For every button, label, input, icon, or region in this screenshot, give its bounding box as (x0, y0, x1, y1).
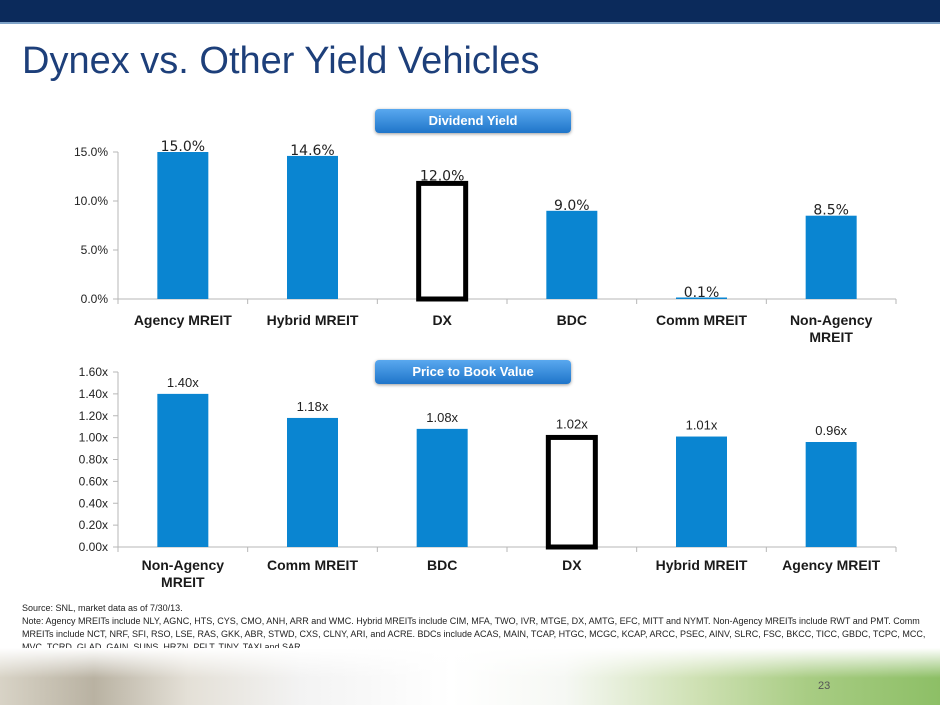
y-tick-label: 1.40x (79, 387, 108, 401)
category-label: Comm MREIT (267, 557, 358, 573)
page-title: Dynex vs. Other Yield Vehicles (22, 40, 540, 82)
data-label: 0.1% (684, 285, 720, 301)
data-label: 1.01x (686, 418, 718, 433)
bar (287, 417, 338, 547)
bar-highlight-dx (545, 434, 598, 550)
bar (546, 210, 598, 299)
y-tick-label: 1.20x (79, 409, 108, 423)
dividend-yield-chart: 0.0% 5.0% 10.0% 15.0% 15.0% Agency MREIT 14.6%… (74, 139, 897, 345)
data-label: 14.6% (290, 143, 334, 159)
category-label: Hybrid MREIT (267, 312, 359, 328)
bar (416, 428, 468, 547)
category-label: BDC (427, 557, 457, 573)
data-label: 1.40x (167, 375, 199, 390)
category-label: DX (432, 312, 452, 328)
bar (805, 215, 857, 299)
price-to-book-chart-title: Price to Book Value (375, 360, 571, 384)
header-rule (0, 22, 940, 24)
bar (287, 155, 338, 299)
y-tick-label: 10.0% (74, 194, 108, 208)
header-band (0, 0, 940, 22)
y-tick-label: 15.0% (74, 145, 108, 159)
y-tick-label: 0.60x (79, 474, 108, 488)
category-label: Comm MREIT (656, 312, 747, 328)
bar (676, 436, 727, 547)
footnote: Source: SNL, market data as of 7/30/13. … (22, 602, 932, 654)
y-tick-label: 1.60x (79, 365, 108, 379)
y-tick-label: 0.20x (79, 518, 108, 532)
data-label: 15.0% (161, 139, 205, 155)
category-label: Non-Agency (790, 312, 873, 328)
data-label: 8.5% (813, 203, 849, 219)
category-label: MREIT (161, 574, 205, 590)
bar (157, 152, 209, 299)
bar-highlight-dx (416, 180, 469, 302)
bar (676, 297, 727, 299)
decorative-fade (0, 648, 940, 678)
y-tick-label: 0.40x (79, 496, 108, 510)
category-label: DX (562, 557, 582, 573)
data-label: 1.18x (297, 399, 329, 414)
data-label: 0.96x (815, 423, 847, 438)
bar (157, 393, 209, 547)
category-label: Hybrid MREIT (656, 557, 748, 573)
category-label: Non-Agency (142, 557, 225, 573)
category-label: BDC (557, 312, 587, 328)
data-label: 1.08x (426, 410, 458, 425)
category-label: Agency MREIT (782, 557, 880, 573)
price-to-book-chart: 0.00x 0.20x 0.40x 0.60x 0.80x 1.00x 1.20x 1.40x… (79, 365, 897, 590)
category-label: MREIT (809, 329, 853, 345)
footnote-note: Note: Agency MREITs include NLY, AGNC, H… (22, 616, 926, 652)
page-number: 23 (818, 680, 831, 692)
y-tick-label: 0.00x (79, 540, 108, 554)
bar (805, 442, 857, 547)
data-label: 1.02x (556, 416, 588, 431)
y-tick-label: 5.0% (81, 243, 109, 257)
y-tick-label: 0.80x (79, 453, 108, 467)
y-tick-label: 1.00x (79, 431, 108, 445)
data-label: 12.0% (420, 168, 464, 184)
footnote-source: Source: SNL, market data as of 7/30/13. (22, 603, 183, 613)
category-label: Agency MREIT (134, 312, 232, 328)
data-label: 9.0% (554, 198, 590, 214)
y-tick-label: 0.0% (81, 292, 109, 306)
dividend-yield-chart-title: Dividend Yield (375, 109, 571, 133)
